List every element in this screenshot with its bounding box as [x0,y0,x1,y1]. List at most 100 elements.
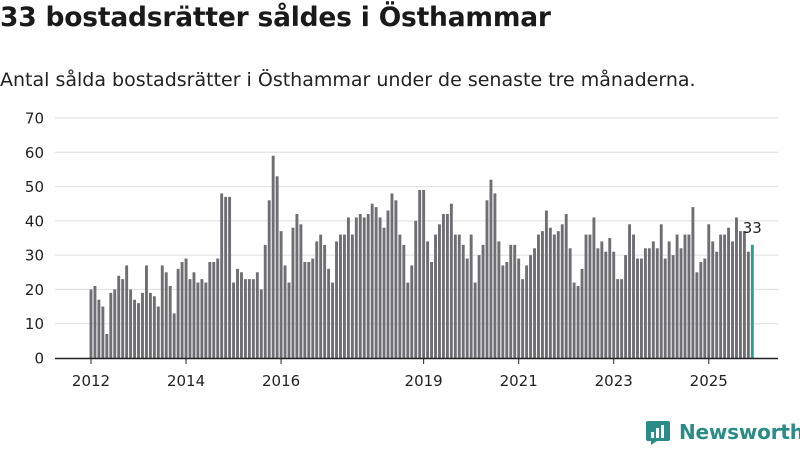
bar-latest [750,244,754,358]
bar [354,217,358,358]
bar [434,234,437,358]
bar [259,289,263,358]
bar [548,227,552,358]
chart-subtitle: Antal sålda bostadsrätter i Östhammar un… [0,69,696,91]
bar [489,179,493,358]
bar [556,231,560,358]
bar [156,306,160,358]
bar [651,241,655,358]
bar [109,292,113,358]
bar [105,334,109,358]
bar [481,244,485,358]
bar [485,200,489,358]
bar [735,217,738,358]
bar [279,231,283,358]
bar [323,244,327,358]
bar [176,268,180,358]
bar [148,292,152,358]
bar [628,224,632,358]
bar [564,214,568,358]
bar [636,258,639,358]
bar [232,282,236,358]
bar [315,241,319,358]
bar [742,231,746,358]
bar [275,176,279,358]
y-axis-tick-labels: 0 10 20 30 40 50 60 70 [25,110,44,368]
bar [560,224,564,358]
bar [465,258,469,358]
bar [311,258,315,358]
bar [727,227,731,358]
bar [679,248,683,358]
bar [141,292,144,358]
bar [639,258,643,358]
bar [212,262,216,358]
bar [695,272,699,358]
bar [236,268,239,358]
bar [374,207,378,358]
bar [612,251,616,358]
bar [493,193,497,358]
bar [350,234,354,358]
bar [552,234,556,358]
bar [121,279,125,358]
bar [655,248,659,358]
data-labels: 33 [743,219,762,237]
bar [299,224,303,358]
bar [327,268,331,358]
latest-value-label: 33 [743,219,762,237]
bar [453,234,457,358]
bar [200,279,204,358]
bar [410,265,414,358]
bar [604,251,608,358]
bar [477,255,481,358]
chart-title: 33 bostadsrätter såldes i Östhammar [0,2,551,33]
bar [390,193,394,358]
bar [647,248,651,358]
bar [616,279,620,358]
bar [97,299,101,358]
bar [501,265,505,358]
bar [584,234,588,358]
bar [342,234,346,358]
bar [291,227,295,358]
bar [192,272,196,358]
y-tick-label: 20 [25,281,44,299]
bar [608,238,612,358]
bar [537,234,540,358]
bar [117,275,121,358]
bar [533,248,536,358]
bar [271,155,275,358]
bar [243,279,247,358]
bar [449,203,453,358]
bar [295,214,299,358]
bar [164,272,168,358]
bar [540,231,544,358]
bar [497,241,501,358]
bar [129,289,133,358]
bar [398,234,402,358]
bar [251,279,255,358]
bar [517,258,521,358]
bar [441,214,445,358]
bar [513,244,517,358]
bar [152,296,156,358]
bar [240,272,243,358]
bar [430,262,434,358]
bar [624,255,628,358]
bar [576,286,580,358]
bar [596,248,600,358]
bar [220,193,224,358]
x-tick-label: 2023 [595,372,633,390]
bar [204,282,208,358]
bar [620,279,624,358]
bar [525,265,529,358]
bar [362,217,366,358]
x-axis-tick-labels: 2012 2014 2016 2019 2021 2023 2025 [72,358,728,390]
bar [137,303,140,358]
bar [711,241,715,358]
bar [426,241,430,358]
bar [184,258,188,358]
bar [125,265,129,358]
bar [331,282,335,358]
